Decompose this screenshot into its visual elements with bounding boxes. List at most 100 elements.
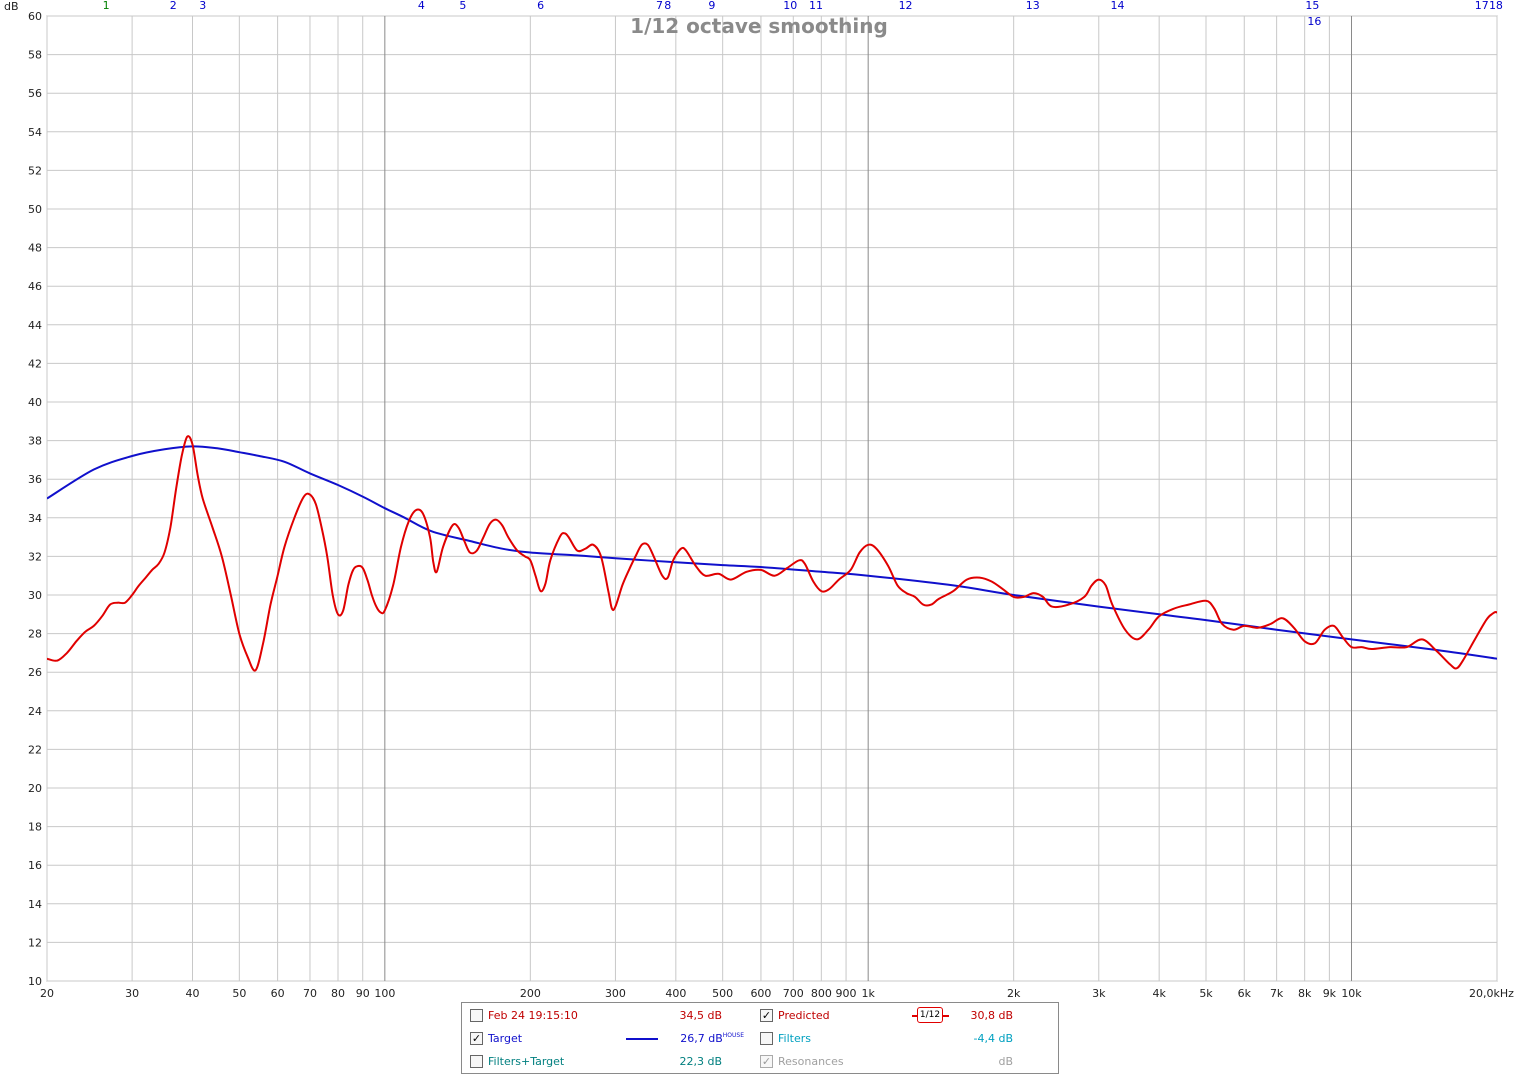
- smoothing-icon[interactable]: 1/12: [917, 1007, 943, 1023]
- legend-checkbox[interactable]: ✓: [760, 1055, 773, 1068]
- x-tick-label: 70: [303, 987, 317, 1000]
- y-tick-label: 32: [28, 550, 42, 563]
- y-tick-label: 46: [28, 280, 42, 293]
- filter-marker: 18: [1489, 0, 1503, 12]
- filter-marker: 9: [708, 0, 715, 12]
- x-tick-label: 1k: [861, 987, 875, 1000]
- y-tick-label: 44: [28, 319, 42, 332]
- legend-value-text: -4,4 dB: [973, 1032, 1014, 1045]
- y-tick-label: 54: [28, 126, 42, 139]
- y-tick-label: 26: [28, 666, 42, 679]
- y-tick-label: 22: [28, 743, 42, 756]
- legend-label: Filters+Target: [488, 1055, 565, 1068]
- x-tick-label: 80: [331, 987, 345, 1000]
- x-tick-label: 400: [665, 987, 686, 1000]
- y-tick-label: 30: [28, 589, 42, 602]
- x-tick-label: 6k: [1238, 987, 1252, 1000]
- x-tick-label: 500: [712, 987, 733, 1000]
- y-tick-label: 24: [28, 705, 42, 718]
- series-line-predicted: [47, 435, 1497, 672]
- y-tick-label: 38: [28, 435, 42, 448]
- legend-label: Predicted: [778, 1009, 830, 1022]
- x-tick-label: 3k: [1092, 987, 1106, 1000]
- y-tick-label: 16: [28, 859, 42, 872]
- legend-value-text: dB: [998, 1055, 1013, 1068]
- x-tick-label: 40: [185, 987, 199, 1000]
- x-axis: 20 30 40 50 60 70 80 90 100 200 300 400 500 600 700 800…: [40, 987, 1514, 1000]
- x-tick-label: 300: [605, 987, 626, 1000]
- filter-marker: 6: [537, 0, 544, 12]
- y-tick-label: 60: [28, 10, 42, 23]
- filter-marker: 16: [1307, 15, 1321, 28]
- y-tick-label: 34: [28, 512, 42, 525]
- filter-marker: 17: [1475, 0, 1489, 12]
- y-tick-label: 42: [28, 357, 42, 370]
- filter-marker: 1: [103, 0, 110, 12]
- filter-marker: 10: [783, 0, 797, 12]
- legend-value-text: 22,3 dB: [679, 1055, 722, 1068]
- legend-checkbox[interactable]: [470, 1055, 483, 1068]
- y-tick-label: 52: [28, 164, 42, 177]
- x-tick-label: 30: [125, 987, 139, 1000]
- x-tick-label: 900: [836, 987, 857, 1000]
- x-tick-label: 50: [232, 987, 246, 1000]
- x-tick-label: 200: [520, 987, 541, 1000]
- chart-title: 1/12 octave smoothing: [630, 14, 888, 38]
- legend-label: Filters: [778, 1032, 811, 1045]
- legend-label: Feb 24 19:15:10: [488, 1009, 578, 1022]
- x-tick-label: 20: [40, 987, 54, 1000]
- series-lines: [47, 435, 1497, 672]
- x-tick-label: 800: [811, 987, 832, 1000]
- legend-value-text: 30,8 dB: [970, 1009, 1013, 1022]
- filter-marker: 12: [899, 0, 913, 12]
- legend-value: 22,3 dB: [642, 1055, 722, 1068]
- legend-line-swatch: [943, 1015, 949, 1017]
- filter-marker: 13: [1026, 0, 1040, 12]
- plot-area[interactable]: [46, 15, 1498, 982]
- y-tick-label: 12: [28, 936, 42, 949]
- x-tick-label: 10k: [1341, 987, 1362, 1000]
- frequency-response-chart: 1012141618202224262830323436384042444648…: [4, 0, 1514, 1000]
- y-tick-label: 10: [28, 975, 42, 988]
- y-tick-label: 48: [28, 242, 42, 255]
- series-line-target: [47, 445, 1497, 660]
- legend-checkbox[interactable]: [470, 1009, 483, 1022]
- filter-marker: 7: [656, 0, 663, 12]
- x-tick-label: 8k: [1298, 987, 1312, 1000]
- filter-marker: 4: [418, 0, 425, 12]
- legend-label: Target: [488, 1032, 523, 1045]
- filter-marker: 14: [1111, 0, 1125, 12]
- x-tick-label: 4k: [1152, 987, 1166, 1000]
- filter-marker: 3: [199, 0, 206, 12]
- y-tick-label: 14: [28, 898, 42, 911]
- legend-value-text: 34,5 dB: [679, 1009, 722, 1022]
- y-axis-label: dB: [4, 0, 19, 13]
- x-tick-label: 600: [750, 987, 771, 1000]
- y-axis: 10 12 14 16 18 20 22 24 26 28 30 32 34 36 38 40 42 44 46 48…: [28, 10, 42, 988]
- legend-value: 26,7 dBHOUSE: [632, 1032, 744, 1045]
- x-tick-label: 60: [271, 987, 285, 1000]
- legend-checkbox[interactable]: [760, 1032, 773, 1045]
- x-tick-label: 5k: [1199, 987, 1213, 1000]
- legend-value: 34,5 dB: [642, 1009, 722, 1022]
- legend-value-tag: HOUSE: [722, 1032, 744, 1039]
- legend-label: Resonances: [778, 1055, 844, 1068]
- legend-checkbox[interactable]: ✓: [760, 1009, 773, 1022]
- legend-value: -4,4 dB: [933, 1032, 1014, 1045]
- y-tick-label: 56: [28, 87, 42, 100]
- legend-checkbox[interactable]: ✓: [470, 1032, 483, 1045]
- legend-value: 30,8 dB: [933, 1009, 1013, 1022]
- filter-marker: 8: [664, 0, 671, 12]
- y-tick-label: 58: [28, 49, 42, 62]
- x-tick-label: 700: [783, 987, 804, 1000]
- y-tick-label: 20: [28, 782, 42, 795]
- x-tick-label: 100: [374, 987, 395, 1000]
- x-tick-label: 90: [356, 987, 370, 1000]
- filter-marker: 15: [1305, 0, 1319, 12]
- legend-line-swatch: [912, 1015, 918, 1017]
- grid: [46, 15, 1498, 982]
- x-tick-label: 2k: [1007, 987, 1021, 1000]
- y-tick-label: 18: [28, 821, 42, 834]
- x-tick-label: 7k: [1270, 987, 1284, 1000]
